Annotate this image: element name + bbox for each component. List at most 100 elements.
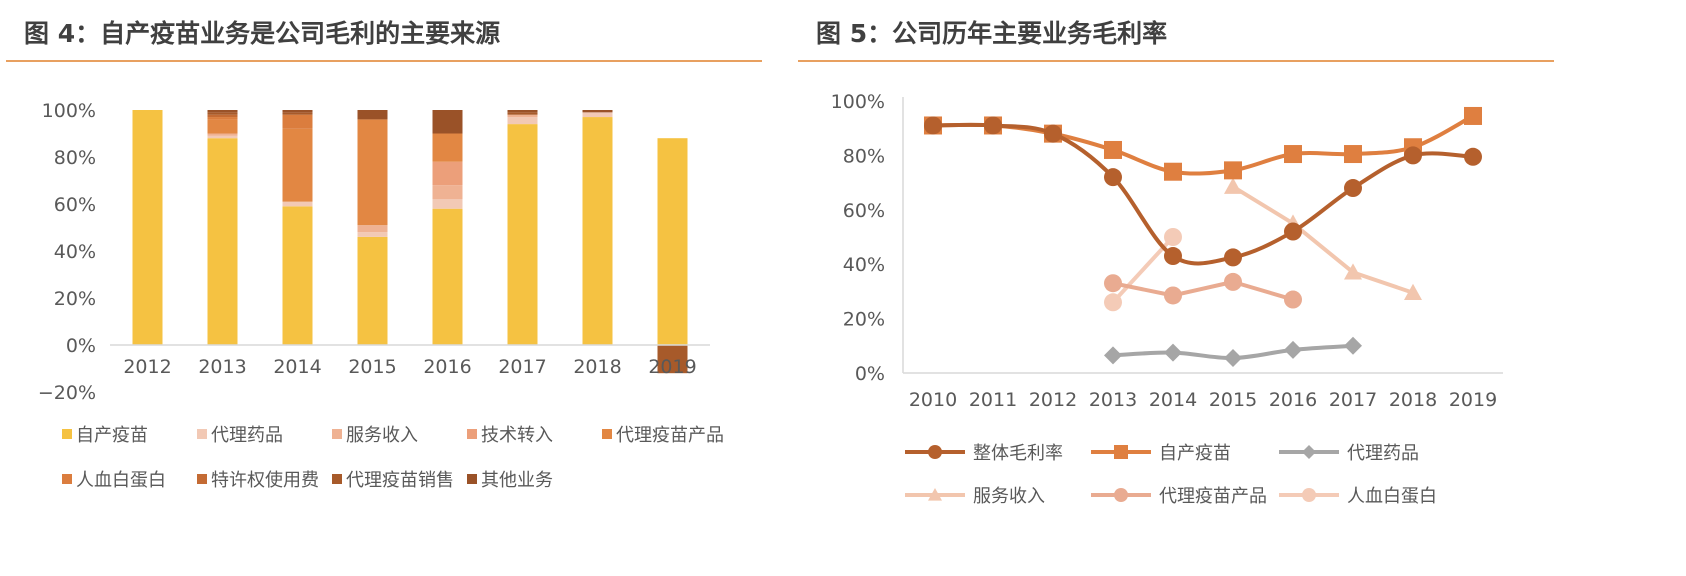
bar-segment	[282, 201, 313, 207]
bar-segment	[282, 114, 313, 129]
x-tick-label: 2018	[573, 356, 621, 378]
bar-segment	[357, 119, 388, 226]
x-tick-label: 2016	[423, 356, 471, 378]
legend-marker	[928, 488, 942, 501]
x-tick-label: 2010	[909, 389, 957, 411]
data-point	[1104, 168, 1122, 187]
y-tick-label: 0%	[855, 363, 885, 385]
data-point	[1164, 343, 1182, 362]
bar-segment	[432, 199, 463, 209]
legend-marker	[1114, 445, 1128, 459]
data-point	[1224, 349, 1242, 368]
bar-segment	[507, 117, 538, 125]
y-tick-label: 60%	[843, 200, 885, 222]
bar-segment	[282, 110, 313, 113]
legend-label: 代理疫苗销售	[346, 470, 454, 491]
stacked-bar-chart: −20% 0% 20% 40% 60% 80% 100% 2012 2013 2014 2015 20…	[38, 100, 724, 491]
y-tick-label: 100%	[831, 91, 885, 113]
legend-label: 代理药品	[1347, 443, 1419, 464]
legend-label: 服务收入	[346, 425, 418, 446]
right-chart-title: 图 5：公司历年主要业务毛利率	[816, 19, 1168, 48]
data-point	[1284, 340, 1302, 359]
x-tick-label: 2013	[1089, 389, 1137, 411]
right-title-rule	[798, 60, 1554, 62]
legend-label: 代理药品	[211, 425, 283, 446]
bar-segment	[432, 110, 463, 134]
bar-segment	[507, 114, 538, 118]
data-point	[1164, 162, 1182, 181]
data-point	[1284, 290, 1302, 309]
bar-segment	[357, 236, 388, 345]
data-point	[1224, 177, 1242, 194]
data-point	[1464, 147, 1482, 166]
bar-segment	[357, 225, 388, 233]
bar-segment	[432, 208, 463, 345]
x-tick-label: 2014	[273, 356, 321, 378]
x-tick-label: 2015	[348, 356, 396, 378]
legend-swatch	[467, 429, 477, 439]
data-point	[984, 116, 1002, 135]
data-point	[1344, 336, 1362, 355]
legend-label: 自产疫苗	[1159, 443, 1231, 464]
legend-marker	[928, 445, 942, 459]
legend-swatch	[467, 474, 477, 484]
data-point	[1104, 140, 1122, 159]
legend-marker	[1114, 488, 1128, 502]
bar-segment	[357, 232, 388, 237]
x-tick-label: 2011	[969, 389, 1017, 411]
data-point	[1224, 161, 1242, 180]
bar-segment	[357, 110, 388, 120]
x-tick-label: 2018	[1389, 389, 1437, 411]
data-point	[1284, 222, 1302, 241]
y-tick-label: 20%	[843, 309, 885, 331]
x-tick-label: 2017	[498, 356, 546, 378]
x-tick-label: 2012	[1029, 389, 1077, 411]
data-point	[1344, 145, 1362, 164]
left-title-rule	[6, 60, 762, 62]
x-tick-label: 2013	[198, 356, 246, 378]
legend-swatch	[62, 474, 72, 484]
legend-label: 其他业务	[481, 470, 553, 491]
bar-segment	[207, 119, 238, 134]
legend-label: 整体毛利率	[973, 443, 1063, 464]
bar-segment	[507, 112, 538, 115]
data-point	[1104, 293, 1122, 312]
bar-segment	[582, 117, 613, 345]
y-tick-label: 0%	[66, 335, 96, 357]
data-point	[1404, 146, 1422, 165]
series-line	[1231, 184, 1414, 295]
data-point	[1164, 286, 1182, 305]
series-line	[932, 122, 1474, 266]
data-point	[1344, 263, 1362, 280]
legend-marker	[1302, 488, 1316, 502]
bar-segment	[207, 138, 238, 345]
legend-swatch	[197, 429, 207, 439]
bar-segment	[207, 110, 238, 113]
legend-swatch	[332, 474, 342, 484]
x-tick-label: 2015	[1209, 389, 1257, 411]
y-tick-label: −20%	[38, 382, 96, 404]
bar-segment	[132, 110, 163, 345]
bar-segment	[432, 161, 463, 186]
legend-swatch	[332, 429, 342, 439]
x-tick-label: 2016	[1269, 389, 1317, 411]
legend-label: 代理疫苗产品	[616, 425, 724, 446]
legend-swatch	[197, 474, 207, 484]
data-point	[1464, 106, 1482, 125]
legend-label: 人血白蛋白	[1347, 486, 1437, 507]
bar-segment	[207, 133, 238, 136]
bar-segment	[282, 112, 313, 115]
y-tick-label: 60%	[54, 194, 96, 216]
data-point	[1044, 124, 1062, 143]
bar-segment	[582, 110, 613, 113]
legend-marker	[1302, 445, 1316, 459]
y-tick-label: 100%	[42, 100, 96, 122]
bar-segment	[507, 124, 538, 345]
bar-segment	[207, 114, 238, 118]
data-point	[1404, 283, 1422, 300]
data-point	[1344, 179, 1362, 198]
x-tick-label: 2017	[1329, 389, 1377, 411]
data-point	[1104, 346, 1122, 365]
x-tick-label: 2019	[1449, 389, 1497, 411]
series-line	[1112, 279, 1294, 302]
